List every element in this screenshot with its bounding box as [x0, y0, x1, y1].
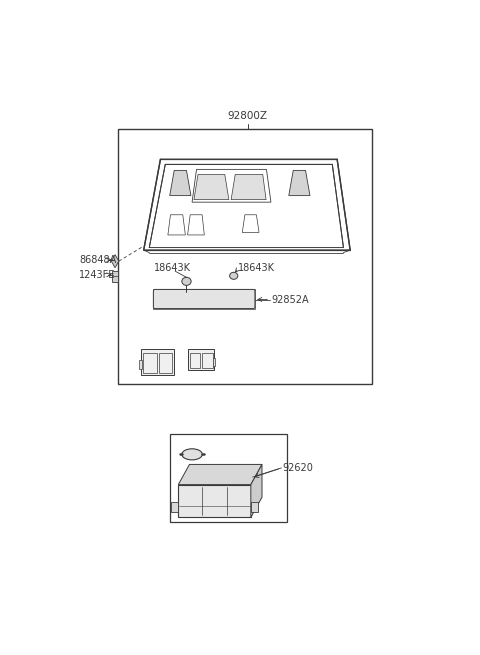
Text: 86848A: 86848A [79, 255, 117, 265]
Polygon shape [111, 255, 119, 268]
Text: 92620: 92620 [282, 463, 313, 473]
Bar [118, 129, 372, 384]
Text: 92800Z: 92800Z [228, 111, 268, 121]
Polygon shape [289, 170, 310, 196]
Bar [141, 349, 174, 375]
Ellipse shape [182, 277, 191, 286]
Ellipse shape [229, 272, 238, 279]
Polygon shape [178, 464, 262, 485]
Bar [171, 502, 178, 512]
Polygon shape [170, 170, 191, 196]
Text: 92852A: 92852A [271, 295, 309, 305]
Bar [202, 353, 213, 368]
Polygon shape [178, 485, 251, 517]
Bar [213, 358, 216, 366]
Bar [251, 502, 258, 512]
Text: 18643K: 18643K [238, 263, 275, 273]
Text: 18643K: 18643K [154, 263, 191, 273]
Bar [158, 353, 172, 373]
Bar [112, 271, 118, 282]
Polygon shape [194, 174, 229, 200]
Text: 1243FE: 1243FE [79, 270, 116, 280]
Bar [139, 360, 142, 369]
FancyBboxPatch shape [154, 290, 255, 309]
Bar [190, 353, 200, 368]
Polygon shape [231, 174, 266, 200]
Polygon shape [251, 464, 262, 517]
Bar [153, 289, 255, 309]
Ellipse shape [182, 449, 202, 460]
Bar [170, 434, 287, 523]
Bar [143, 353, 156, 373]
Bar [188, 349, 215, 370]
